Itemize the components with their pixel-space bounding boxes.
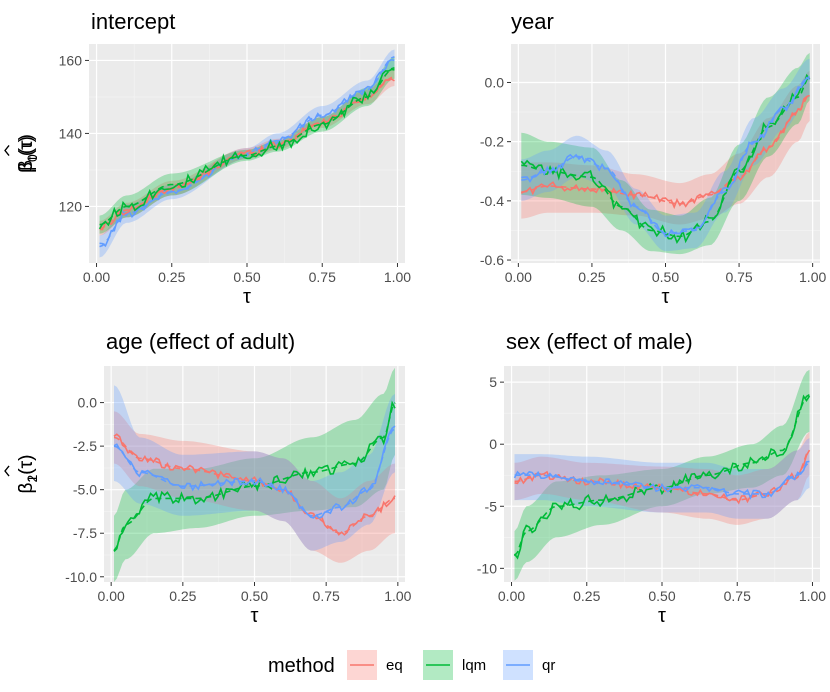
x-tick-label: 0.00 xyxy=(83,269,110,285)
x-tick-label: 0.75 xyxy=(309,269,336,285)
y-tick-label: 0 xyxy=(489,436,497,452)
x-tick-label: 0.75 xyxy=(724,588,751,604)
x-tick-label: 0.75 xyxy=(313,588,340,604)
legend-label-lqm: lqm xyxy=(462,657,486,674)
panel-title: sex (effect of male) xyxy=(506,329,693,354)
y-axis-title-suffix: (τ) xyxy=(16,455,37,475)
x-tick-label: 1.00 xyxy=(384,588,411,604)
y-tick-label: -2.5 xyxy=(73,438,97,454)
x-tick-label: 0.50 xyxy=(241,588,268,604)
ribbon-qr xyxy=(114,385,395,551)
y-axis-title-main: β xyxy=(16,162,37,173)
panel-title: year xyxy=(511,9,554,34)
y-axis-title-suffix: (τ) xyxy=(16,134,37,154)
ribbon-eq xyxy=(521,70,810,225)
estimate-line-lqm xyxy=(98,68,395,230)
legend-title: method xyxy=(268,655,335,677)
y-axis-title-subscript: 2 xyxy=(24,475,40,483)
panel-title: age (effect of adult) xyxy=(106,329,295,354)
x-tick-label: 0.50 xyxy=(233,269,260,285)
x-tick-label: 0.00 xyxy=(505,269,532,285)
x-tick-label: 1.00 xyxy=(384,269,411,285)
y-tick-label: -7.5 xyxy=(73,525,97,541)
fit-line-qr xyxy=(99,56,395,248)
estimate-line-qr xyxy=(113,425,396,519)
estimate-line-qr xyxy=(99,58,395,248)
x-tick-label: 0.25 xyxy=(158,269,185,285)
y-axis-title: β2(τ) xyxy=(16,455,40,494)
x-tick-label: 1.00 xyxy=(799,588,826,604)
y-tick-label: -10 xyxy=(477,560,497,576)
x-tick-label: 0.50 xyxy=(652,269,679,285)
y-axis-title: β0(τ) xyxy=(16,134,40,173)
y-tick-label: -0.6 xyxy=(480,252,504,268)
y-axis-title-subscript: 0 xyxy=(24,154,40,162)
panel-sex: 0.00 0.25 0.50 0.75 1.00 -10 -5 0 5 sex (effect o… xyxy=(4,329,826,627)
x-tick-label: 0.75 xyxy=(725,269,752,285)
x-axis-title: τ xyxy=(243,286,251,308)
panel-age: 0.00 0.25 0.50 0.75 1.00 -10.0 -7.5 -5.0 -2.5 0.0… xyxy=(4,329,412,627)
estimate-line-eq xyxy=(99,78,395,231)
x-tick-label: 0.00 xyxy=(98,588,125,604)
ribbon-lqm xyxy=(514,369,810,581)
ribbon-lqm xyxy=(521,52,810,255)
y-tick-label: 140 xyxy=(59,125,83,141)
x-tick-label: 1.00 xyxy=(799,269,826,285)
hat-icon xyxy=(4,145,10,156)
y-tick-label: -10.0 xyxy=(65,569,97,585)
x-tick-label: 0.25 xyxy=(169,588,196,604)
estimate-line-qr xyxy=(521,76,811,238)
y-axis-title-subscript: 1 xyxy=(24,475,40,483)
x-axis-title: τ xyxy=(662,286,670,308)
x-axis-title: τ xyxy=(658,605,666,627)
ribbon-lqm xyxy=(114,367,395,582)
x-tick-label: 0.25 xyxy=(578,269,605,285)
y-tick-label: 0.0 xyxy=(485,74,505,90)
x-tick-label: 0.25 xyxy=(573,588,600,604)
y-tick-label: -5 xyxy=(485,498,498,514)
y-axis-title: βt (τ) xyxy=(16,136,40,171)
estimate-line-qr xyxy=(513,460,810,500)
y-axis-title-main: β xyxy=(16,160,37,171)
estimate-line-eq xyxy=(113,433,396,536)
y-axis-title-subscript: t xyxy=(24,156,40,160)
x-tick-label: 0.00 xyxy=(498,588,525,604)
y-tick-label: 120 xyxy=(59,198,83,214)
ribbon-eq xyxy=(514,431,810,525)
hat-icon xyxy=(4,465,10,477)
estimate-line-eq xyxy=(520,94,810,210)
panel-year: 0.00 0.25 0.50 0.75 1.00 -0.6 -0.4 -0.2 0.0 year τ… xyxy=(4,9,826,308)
y-tick-label: -5.0 xyxy=(73,482,97,498)
fit-line-lqm xyxy=(113,402,396,552)
y-axis-title: β1(τ) xyxy=(16,455,40,494)
y-tick-label: 0.0 xyxy=(78,395,98,411)
legend: method eq lqm qr xyxy=(268,650,555,680)
y-tick-label: -0.2 xyxy=(480,134,504,150)
y-axis-title-suffix: (τ) xyxy=(16,136,37,156)
estimate-line-lqm xyxy=(513,394,811,560)
x-axis-title: τ xyxy=(251,605,259,627)
y-axis-title-suffix: (τ) xyxy=(16,455,37,475)
y-tick-label: 5 xyxy=(489,374,497,390)
y-tick-label: 160 xyxy=(59,52,83,68)
y-tick-label: -0.4 xyxy=(480,193,504,209)
legend-label-qr: qr xyxy=(542,657,555,674)
y-axis-title-main: β xyxy=(16,482,37,493)
panel-intercept: 0.00 0.25 0.50 0.75 1.00 120 140 160 intercept τ β… xyxy=(4,9,411,308)
x-tick-label: 0.50 xyxy=(648,588,675,604)
panel-title: intercept xyxy=(91,9,175,34)
y-axis-title-main: β xyxy=(16,482,37,493)
legend-label-eq: eq xyxy=(386,657,403,674)
